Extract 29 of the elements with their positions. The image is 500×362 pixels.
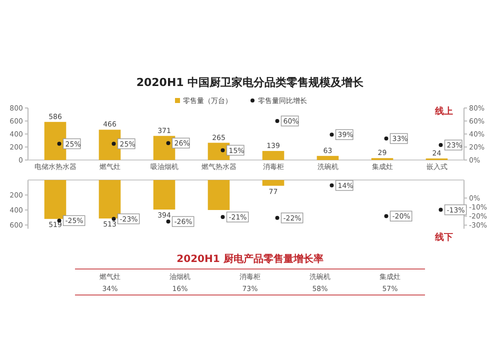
point xyxy=(220,148,225,152)
bar xyxy=(262,150,284,160)
bar xyxy=(44,122,66,160)
bar xyxy=(153,180,176,210)
bar xyxy=(208,180,230,210)
annotation: 线上 xyxy=(434,106,453,117)
text: 线下 xyxy=(434,232,453,243)
bar xyxy=(98,180,121,218)
point xyxy=(166,220,170,224)
point xyxy=(166,141,170,146)
point xyxy=(384,136,388,141)
point xyxy=(275,119,280,123)
point xyxy=(220,215,225,220)
text: 2020H1 厨电产品零售量增长率 xyxy=(176,253,324,265)
bar xyxy=(262,180,284,186)
point xyxy=(57,142,62,146)
point xyxy=(112,142,116,146)
bar xyxy=(98,130,121,160)
point xyxy=(330,183,334,188)
chart-title: 2020H1 中国厨卫家电分品类零售规模及增长 xyxy=(136,76,365,89)
point xyxy=(438,208,443,212)
point xyxy=(438,143,443,148)
point xyxy=(330,132,334,137)
point xyxy=(112,216,116,221)
bar xyxy=(44,180,66,219)
bar xyxy=(316,156,339,160)
point xyxy=(275,216,280,220)
bar xyxy=(153,136,176,160)
point xyxy=(384,214,388,218)
